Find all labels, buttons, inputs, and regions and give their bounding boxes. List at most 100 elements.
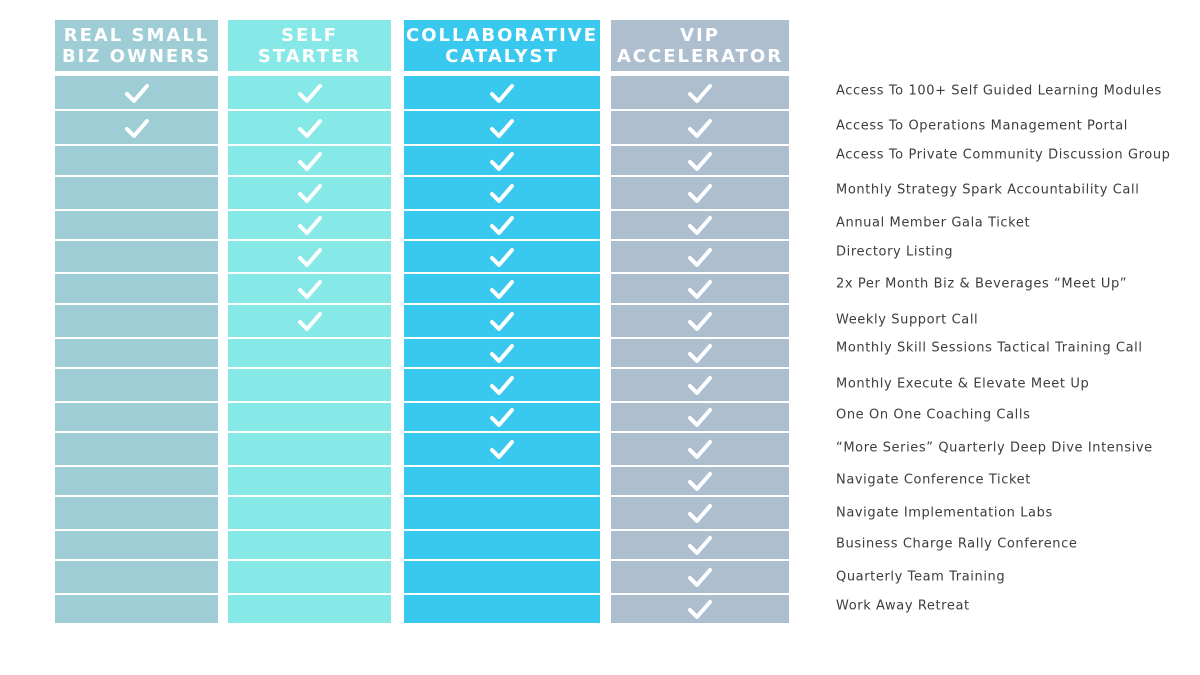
plan-cell [228,433,391,465]
plan-cell [55,403,218,431]
checkmark-icon [687,310,713,332]
plan-cell [611,403,789,431]
plan-cells [404,76,600,623]
checkmark-icon [687,150,713,172]
checkmark-icon [297,278,323,300]
checkmark-icon [687,214,713,236]
plan-cell [611,305,789,337]
plan-cell [611,211,789,239]
plan-cell [611,595,789,623]
plan-cell [404,403,600,431]
checkmark-icon [687,438,713,460]
checkmark-icon [489,150,515,172]
plan-cell [611,467,789,495]
plan-cell [228,305,391,337]
plan-column-vip-accelerator: VIP ACCELERATOR [611,20,789,623]
checkmark-icon [687,82,713,104]
plan-cell [55,305,218,337]
plan-cell [404,595,600,623]
plan-cell [404,111,600,144]
feature-label: Access To 100+ Self Guided Learning Modu… [836,83,1162,99]
plan-cell [228,467,391,495]
plan-cell [55,561,218,593]
plan-cell [404,369,600,401]
feature-label: Work Away Retreat [836,598,970,614]
feature-label: Monthly Execute & Elevate Meet Up [836,376,1090,392]
plan-header: REAL SMALL BIZ OWNERS [55,20,218,71]
checkmark-icon [687,278,713,300]
feature-label: Directory Listing [836,244,954,260]
checkmark-icon [489,374,515,396]
checkmark-icon [489,278,515,300]
plan-cell [228,211,391,239]
feature-label: Navigate Conference Ticket [836,472,1031,488]
plan-cell [611,274,789,303]
plan-cell [404,146,600,175]
feature-label: Navigate Implementation Labs [836,505,1053,521]
plan-header: COLLABORATIVE CATALYST [404,20,600,71]
plan-cell [228,339,391,367]
plan-cell [611,111,789,144]
plan-cell [611,339,789,367]
plan-cell [55,177,218,209]
plan-cell [611,76,789,109]
checkmark-icon [124,82,150,104]
plan-cell [228,369,391,401]
plan-header: VIP ACCELERATOR [611,20,789,71]
feature-label: Annual Member Gala Ticket [836,215,1031,231]
plan-column-collaborative-catalyst: COLLABORATIVE CATALYST [404,20,600,623]
checkmark-icon [297,182,323,204]
plan-cell [404,274,600,303]
plan-cell [228,146,391,175]
feature-label: One On One Coaching Calls [836,407,1031,423]
plan-cell [404,211,600,239]
plan-cell [55,467,218,495]
plan-cells [611,76,789,623]
plan-cell [55,211,218,239]
plan-cell [228,403,391,431]
plan-cell [55,369,218,401]
checkmark-icon [489,182,515,204]
plan-cell [55,497,218,529]
checkmark-icon [687,534,713,556]
plan-cell [55,531,218,559]
checkmark-icon [687,374,713,396]
plan-cell [55,76,218,109]
checkmark-icon [687,470,713,492]
checkmark-icon [297,214,323,236]
checkmark-icon [687,502,713,524]
plan-header: SELF STARTER [228,20,391,71]
feature-label: Monthly Skill Sessions Tactical Training… [836,340,1143,356]
plan-cell [404,241,600,272]
plan-cell [404,497,600,529]
checkmark-icon [687,246,713,268]
feature-label: Access To Private Community Discussion G… [836,147,1171,163]
plan-cells [228,76,391,623]
plan-cell [404,339,600,367]
plan-cell [228,561,391,593]
plan-cells [55,76,218,623]
plan-cell [404,305,600,337]
plan-cell [404,433,600,465]
plan-cell [611,241,789,272]
plan-cell [228,595,391,623]
feature-label: Access To Operations Management Portal [836,118,1128,134]
checkmark-icon [489,438,515,460]
feature-label: “More Series” Quarterly Deep Dive Intens… [836,440,1153,456]
plan-cell [228,111,391,144]
checkmark-icon [687,117,713,139]
checkmark-icon [297,310,323,332]
checkmark-icon [489,406,515,428]
plan-cell [55,433,218,465]
plan-column-real-small-biz: REAL SMALL BIZ OWNERS [55,20,218,623]
plan-cell [404,177,600,209]
checkmark-icon [489,82,515,104]
checkmark-icon [489,342,515,364]
checkmark-icon [687,566,713,588]
plan-cell [611,497,789,529]
plan-cell [55,274,218,303]
feature-label: Weekly Support Call [836,312,979,328]
checkmark-icon [297,246,323,268]
checkmark-icon [489,214,515,236]
plan-cell [55,339,218,367]
